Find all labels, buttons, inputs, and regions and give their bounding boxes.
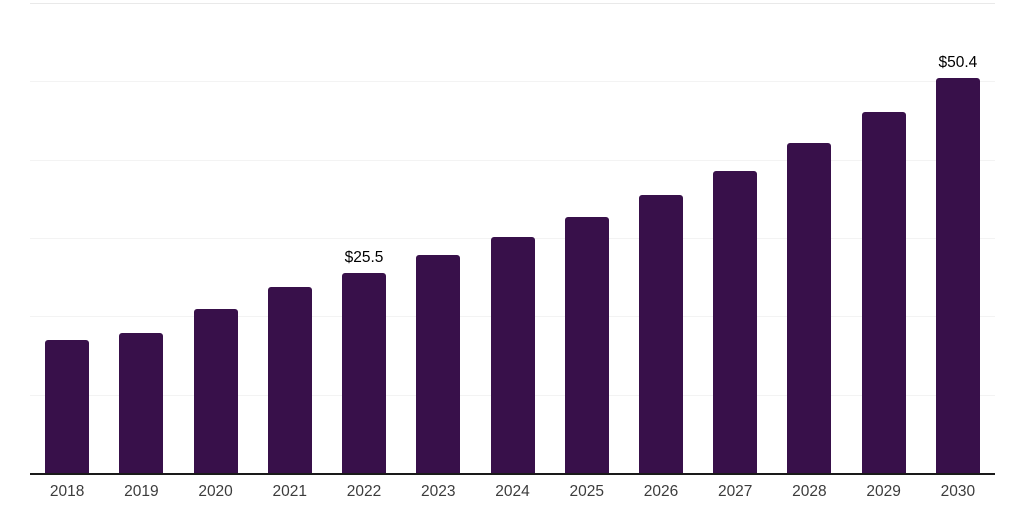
x-tick-label-2026: 2026 — [643, 483, 679, 500]
bar-2028 — [787, 143, 832, 473]
x-tick-label-2030: 2030 — [940, 483, 976, 500]
x-tick-label-2028: 2028 — [792, 483, 827, 500]
bar-2030 — [935, 78, 980, 473]
bar-2021 — [267, 287, 312, 473]
bar-2023 — [416, 255, 461, 473]
bar-2019 — [119, 332, 164, 473]
bar-2018 — [45, 339, 90, 473]
bar-value-label-2022: $25.5 — [344, 249, 384, 267]
x-tick-label-2018: 2018 — [49, 483, 85, 500]
bar-2020 — [193, 308, 238, 473]
bar-2025 — [564, 216, 609, 473]
x-tick-label-2023: 2023 — [421, 483, 456, 500]
x-tick-label-2019: 2019 — [124, 483, 159, 500]
x-tick-label-2021: 2021 — [272, 483, 308, 500]
x-tick-label-2027: 2027 — [717, 483, 753, 500]
x-tick-label-2022: 2022 — [346, 483, 382, 500]
gridline — [30, 159, 995, 161]
plot-area: $25.5 $50.4 — [30, 3, 995, 475]
x-tick-label-2020: 2020 — [198, 483, 233, 500]
bar-2027 — [713, 170, 758, 473]
x-tick-label-2025: 2025 — [569, 483, 604, 500]
x-tick-label-2024: 2024 — [495, 483, 530, 500]
bar-2024 — [490, 237, 535, 473]
x-tick-label-2029: 2029 — [866, 483, 901, 500]
gridline — [30, 81, 995, 83]
bar-value-label-2030: $50.4 — [938, 54, 978, 72]
bar-2026 — [638, 194, 683, 473]
x-axis-line — [30, 473, 995, 475]
bar-2029 — [861, 111, 906, 473]
gridline — [30, 3, 995, 4]
bar-2022 — [342, 273, 387, 473]
